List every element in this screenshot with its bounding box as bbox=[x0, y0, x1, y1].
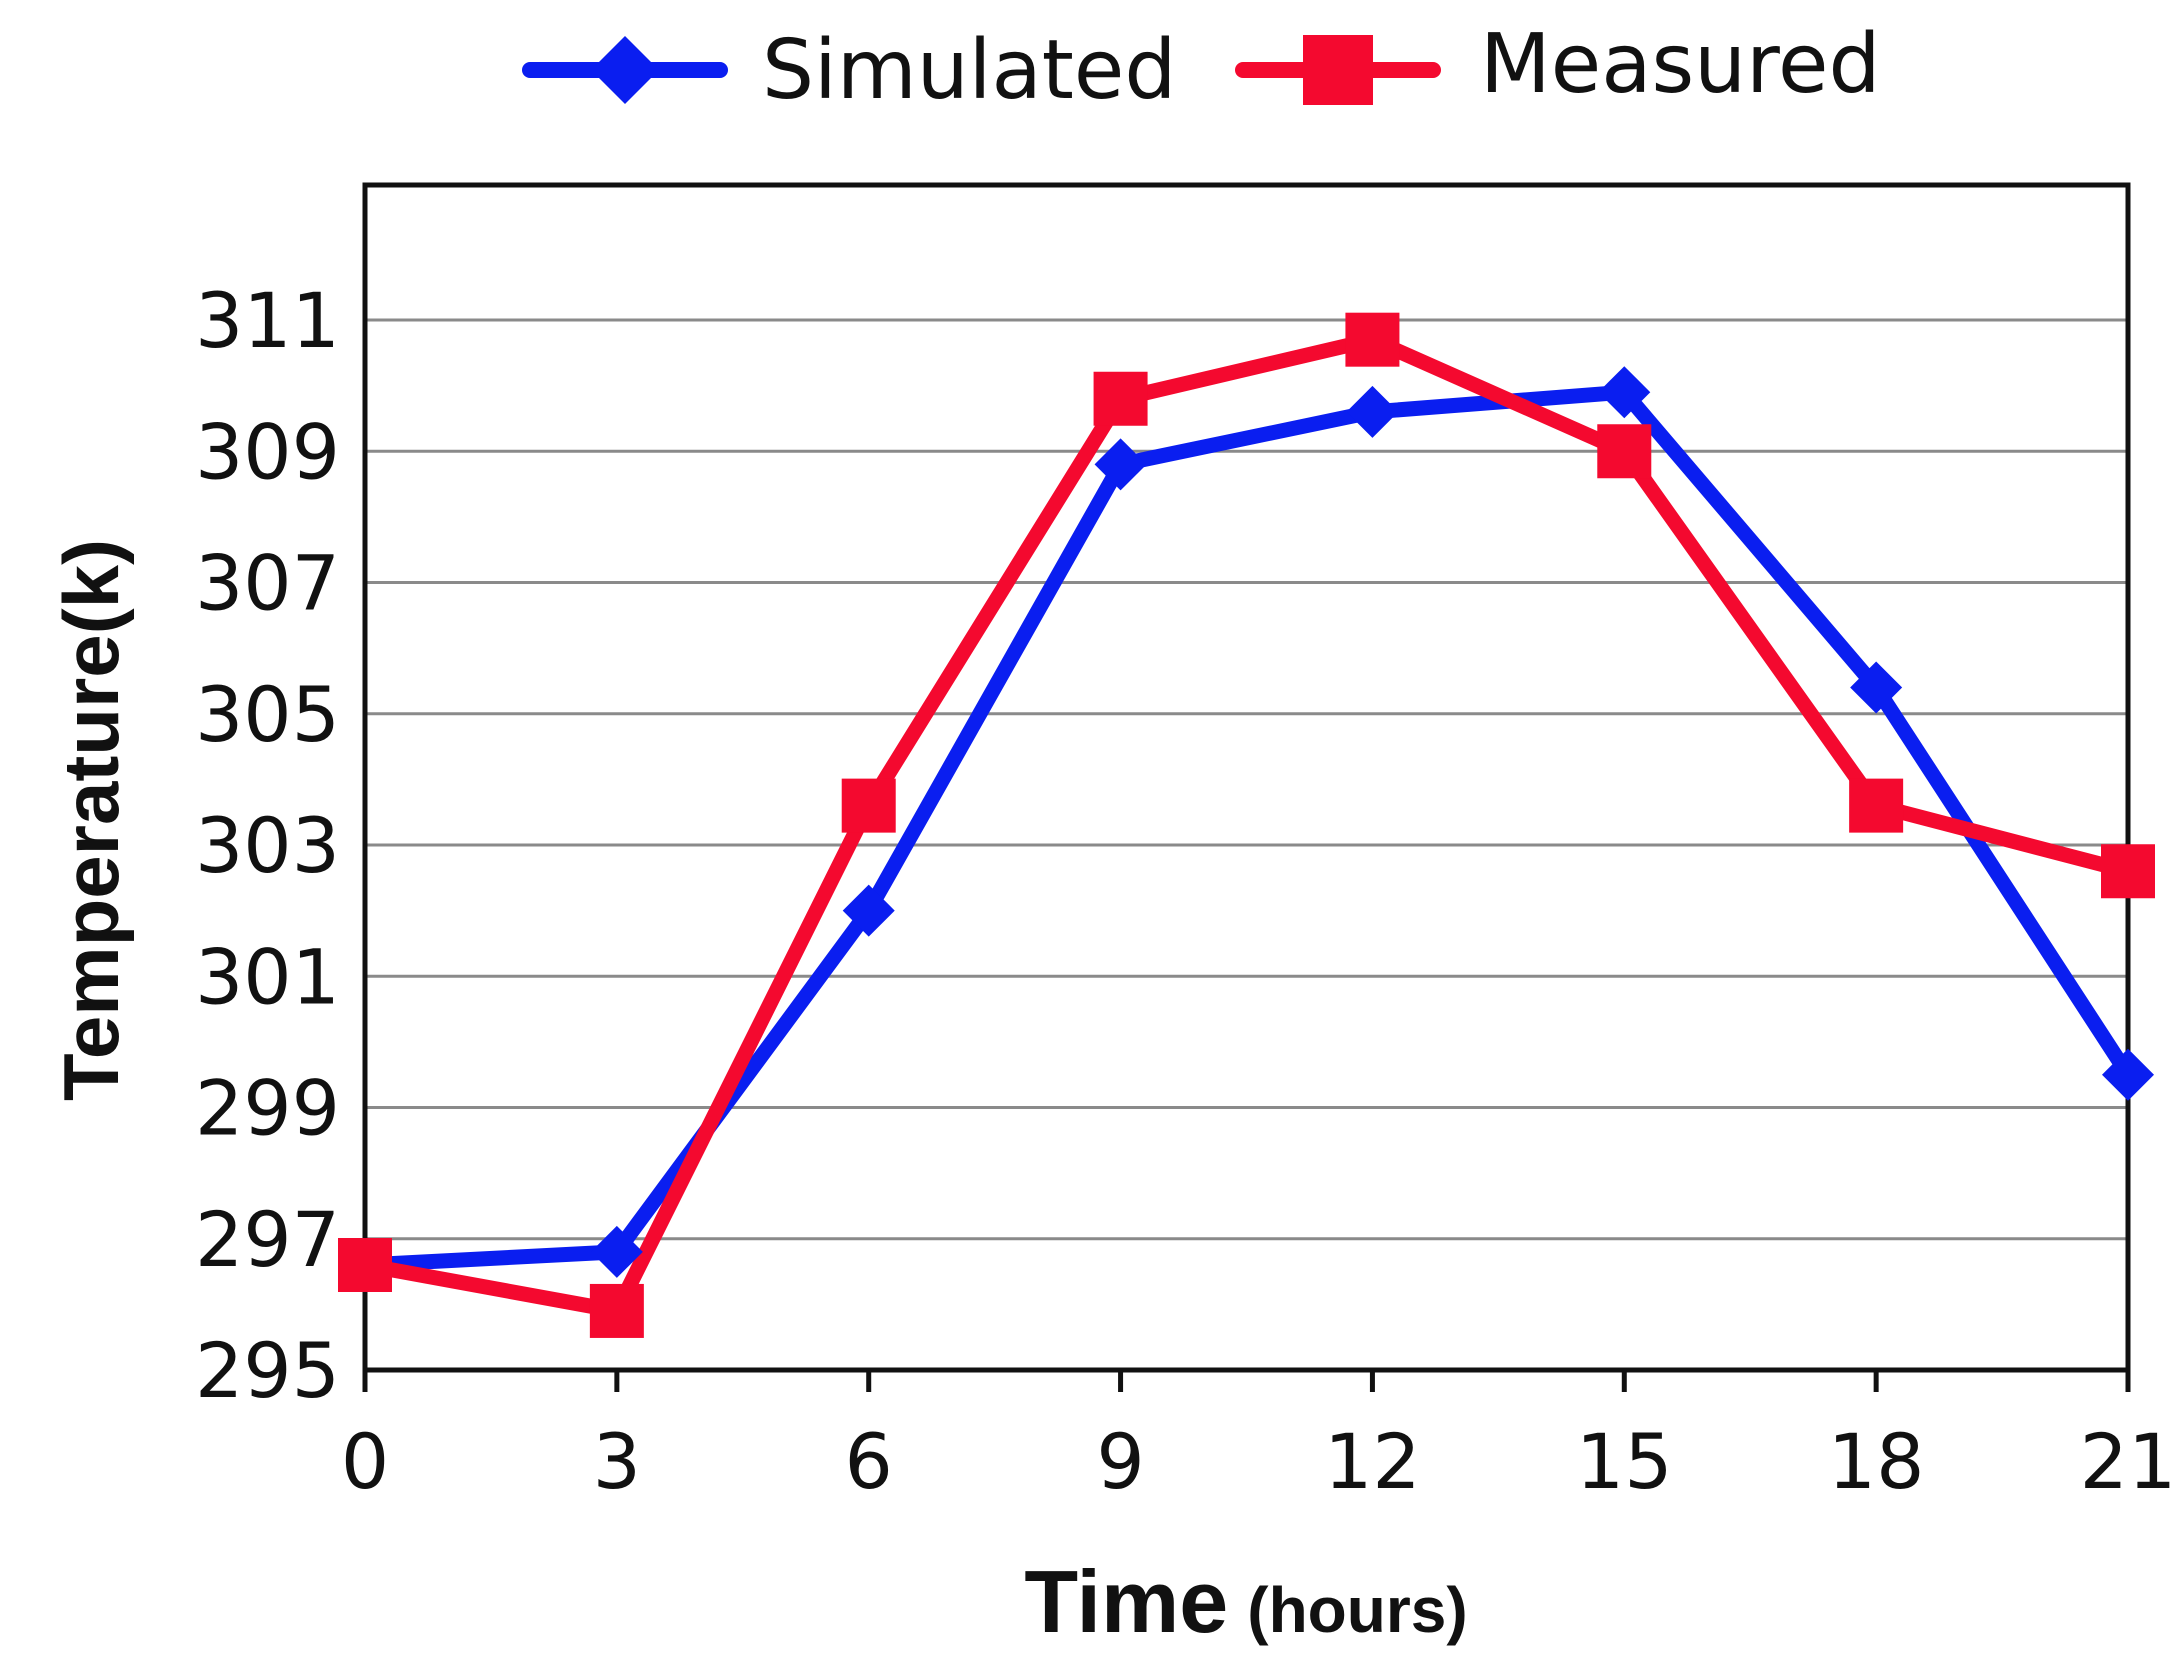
x-axis-ticks: 0 3 6 9 12 15 18 21 bbox=[341, 1370, 2177, 1506]
point-simulated-15 bbox=[1598, 366, 1651, 419]
point-simulated-18 bbox=[1850, 661, 1903, 714]
x-tick-label-6: 6 bbox=[845, 1417, 893, 1506]
point-measured-18 bbox=[1849, 778, 1904, 833]
y-axis-ticks: 295 297 299 301 303 305 307 309 311 bbox=[195, 276, 340, 1415]
legend-item-measured: Measured bbox=[1235, 17, 1881, 112]
point-simulated-21 bbox=[2102, 1048, 2154, 1101]
x-tick-label-12: 12 bbox=[1324, 1417, 1421, 1506]
y-tick-label-297: 297 bbox=[195, 1195, 340, 1284]
point-measured-12 bbox=[1345, 312, 1400, 367]
plot-frame bbox=[362, 182, 2131, 1373]
x-tick-label-18: 18 bbox=[1828, 1417, 1925, 1506]
legend-measured-marker bbox=[1303, 35, 1373, 105]
x-axis-label-main: Time bbox=[1024, 1552, 1228, 1651]
point-measured-15 bbox=[1597, 424, 1652, 479]
legend-measured-label: Measured bbox=[1480, 17, 1881, 112]
x-axis-label: Time (hours) bbox=[1024, 1552, 1467, 1651]
point-measured-6 bbox=[841, 778, 896, 833]
y-tick-label-299: 299 bbox=[195, 1064, 340, 1153]
legend-simulated-label: Simulated bbox=[762, 23, 1176, 118]
y-axis-label: Temperature(k) bbox=[47, 539, 135, 1101]
legend-simulated-marker bbox=[591, 36, 659, 104]
point-measured-21 bbox=[2101, 844, 2155, 899]
y-tick-label-303: 303 bbox=[195, 801, 340, 890]
y-tick-label-307: 307 bbox=[195, 539, 340, 628]
point-simulated-12 bbox=[1346, 385, 1399, 438]
point-simulated-6 bbox=[842, 884, 895, 937]
y-tick-label-311: 311 bbox=[195, 276, 340, 365]
x-tick-label-3: 3 bbox=[593, 1417, 641, 1506]
y-tick-label-305: 305 bbox=[195, 670, 340, 759]
point-measured-3 bbox=[589, 1283, 644, 1338]
series-line-measured bbox=[357, 332, 2136, 1319]
x-tick-label-15: 15 bbox=[1576, 1417, 1673, 1506]
series-layer bbox=[338, 312, 2155, 1338]
y-tick-label-295: 295 bbox=[195, 1326, 340, 1415]
legend: Simulated Measured bbox=[522, 17, 1881, 118]
x-tick-label-0: 0 bbox=[341, 1417, 389, 1506]
point-simulated-3 bbox=[590, 1225, 643, 1278]
x-tick-label-21: 21 bbox=[2080, 1417, 2177, 1506]
series-line-simulated bbox=[357, 384, 2136, 1273]
point-simulated-9 bbox=[1094, 438, 1147, 491]
point-measured-9 bbox=[1093, 371, 1148, 426]
point-measured-0 bbox=[338, 1238, 392, 1292]
y-tick-label-309: 309 bbox=[195, 407, 340, 496]
x-tick-label-9: 9 bbox=[1096, 1417, 1144, 1506]
legend-item-simulated: Simulated bbox=[522, 23, 1176, 118]
y-tick-label-301: 301 bbox=[195, 932, 340, 1021]
x-axis-label-unit: (hours) bbox=[1247, 1574, 1467, 1646]
